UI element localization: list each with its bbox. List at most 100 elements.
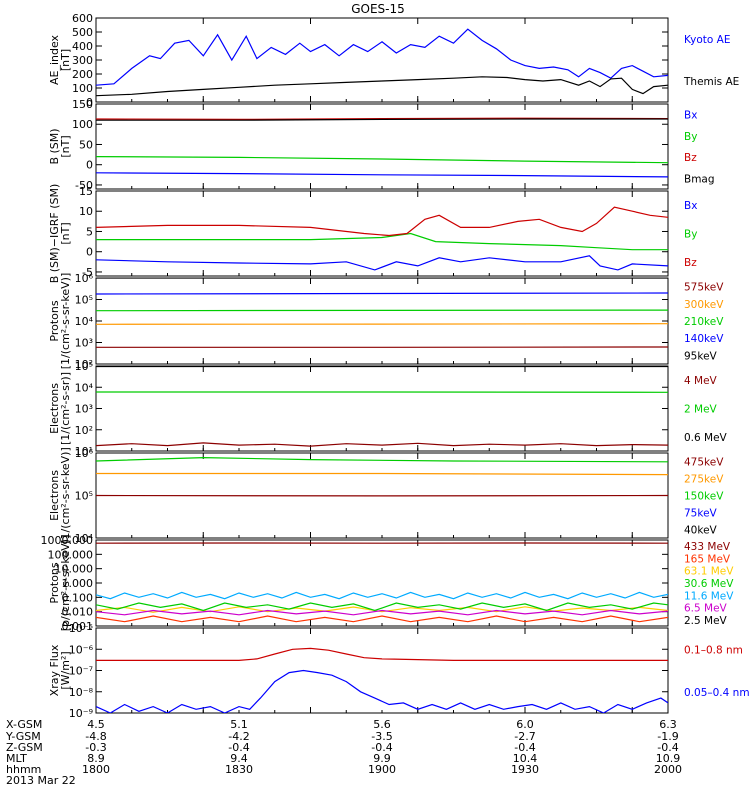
y-tick-label: 10³ [75, 403, 93, 416]
row-label-z-gsm: Z-GSM [6, 741, 43, 754]
legend-bz: Bz [684, 152, 697, 164]
series-line-bx [96, 172, 668, 178]
y-tick-label: 10² [75, 358, 93, 371]
legend-11-6-mev: 11.6 MeV [684, 590, 734, 602]
panel-frame [95, 539, 669, 627]
y-axis-label: B (SM)−IGRF (SM)[nT] [48, 184, 72, 284]
row-value: 10.9 [656, 752, 681, 765]
series-line-210kev [96, 309, 668, 312]
legend-275kev: 275keV [684, 474, 724, 486]
y-tick-label: 0 [86, 246, 93, 259]
row-value: -0.3 [85, 741, 106, 754]
panel-4: 10² 10³ 10⁴ 10⁵ 10⁶Protons[1/(cm²-s-sr-keV)]… [48, 272, 724, 371]
y-tick-label: 10⁻⁶ [69, 643, 94, 656]
y-axis-label: Protons[1/(cm²-s-sr-keV)] [48, 273, 72, 370]
row-value: 5.1 [230, 718, 248, 731]
row-value: 6.0 [516, 718, 534, 731]
row-value: -0.4 [228, 741, 249, 754]
series-line-themis-ae [96, 76, 668, 97]
y-tick-label: 0.001 [62, 620, 94, 633]
y-tick-label: 10⁴ [75, 532, 94, 545]
series-line-11-6-mev [96, 591, 668, 600]
y-tick-label: 10.000 [55, 563, 94, 576]
y-axis-label: B (SM)[nT] [48, 128, 72, 164]
legend-210kev: 210keV [684, 316, 724, 328]
y-axis-label: Protons[p/(cm²-s-sr-keV)] [48, 535, 72, 632]
y-tick-label: 10⁻⁷ [69, 665, 93, 678]
y-tick-label: 10⁻⁹ [69, 707, 93, 720]
legend-bmag: Bmag [684, 173, 715, 185]
panel-3: -5 0 5 10 15 B (SM)−IGRF (SM)[nT] Bx By Bz [48, 184, 697, 284]
y-tick-label: 0.100 [62, 591, 94, 604]
y-tick-label: 0 [86, 159, 93, 172]
y-tick-label: 600 [72, 12, 93, 25]
legend-63-1-mev: 63.1 MeV [684, 566, 734, 578]
legend-300kev: 300keV [684, 299, 724, 311]
y-tick-label: 100 [72, 82, 93, 95]
legend-bz: Bz [684, 257, 697, 269]
legend-95kev: 95keV [684, 350, 718, 362]
series-group [96, 206, 668, 271]
legend-2-mev: 2 MeV [684, 404, 718, 416]
y-tick-label: 150 [72, 98, 93, 111]
y-tick-label: 200 [72, 68, 93, 81]
y-tick-label: 50 [79, 138, 93, 151]
row-value: 10.4 [513, 752, 538, 765]
panel-frame [95, 277, 669, 365]
y-tick-label: 10⁻⁸ [69, 686, 94, 699]
row-value: 5.6 [373, 718, 391, 731]
row-value: 6.3 [659, 718, 677, 731]
row-value: -0.4 [514, 741, 535, 754]
row-value: -0.4 [657, 741, 678, 754]
panel-frame [95, 627, 669, 714]
series-line-300kev [96, 323, 668, 325]
legend-by: By [684, 229, 697, 241]
series-line-bz [96, 206, 668, 237]
series-line-6-5-mev [96, 609, 668, 616]
row-value: 2000 [654, 763, 682, 776]
legend-6-5-mev: 6.5 MeV [684, 603, 728, 615]
series-group [96, 647, 668, 713]
series-line-bz [96, 117, 668, 121]
y-tick-label: 400 [72, 40, 93, 53]
y-tick-label: 5 [86, 225, 93, 238]
y-tick-label: 10⁻⁵ [69, 622, 93, 635]
series-line-0-1-0-8-nm [96, 647, 668, 662]
legend-4-mev: 4 MeV [684, 375, 718, 387]
series-group [96, 542, 668, 623]
y-tick-label: 500 [72, 26, 93, 39]
series-line-bmag [96, 118, 668, 121]
y-tick-label: 10³ [75, 337, 93, 350]
y-tick-label: 15 [79, 185, 93, 198]
row-value: 1800 [82, 763, 110, 776]
y-tick-label: 100 [72, 118, 93, 131]
y-tick-label: 100.000 [48, 548, 94, 561]
legend-0-05-0-4-nm: 0.05–0.4 nm [684, 687, 750, 699]
row-value: -3.5 [371, 730, 392, 743]
legend-575kev: 575keV [684, 282, 724, 294]
y-axis-label: Electrons[1/(cm²-s-sr-keV)] [48, 447, 72, 544]
y-tick-label: 300 [72, 54, 93, 67]
legend-kyoto-ae: Kyoto AE [684, 34, 730, 46]
y-tick-label: 10 [79, 205, 93, 218]
row-value: 8.9 [87, 752, 105, 765]
y-tick-label: 10⁵ [75, 294, 93, 307]
row-value: 9.9 [373, 752, 391, 765]
legend-475kev: 475keV [684, 457, 724, 469]
series-group [96, 456, 668, 497]
y-tick-label: 1.000 [62, 577, 94, 590]
panel-frame [95, 365, 669, 452]
plot-title: GOES-15 [351, 2, 405, 16]
legend-bx: Bx [684, 110, 697, 122]
series-group [96, 28, 668, 97]
series-line-4-mev [96, 442, 668, 447]
series-line-63-1-mev [96, 606, 668, 613]
row-value: -0.4 [371, 741, 392, 754]
series-group [96, 278, 668, 348]
row-value: 1930 [511, 763, 539, 776]
row-value: -2.7 [514, 730, 535, 743]
